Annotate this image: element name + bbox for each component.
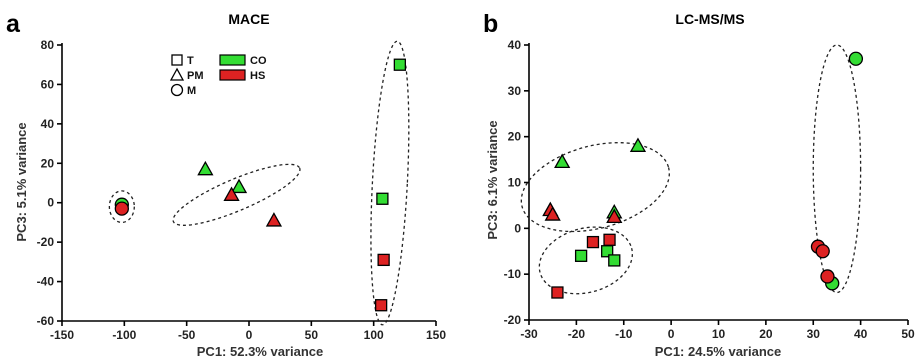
x-tick-label-a: -150 [50,328,74,342]
data-point-square-co [376,192,389,205]
x-tick-label-b: 50 [901,327,915,341]
x-tick-label-a: 100 [364,328,384,342]
y-tick-label-a: 80 [41,38,55,52]
legend-label-hs: HS [250,70,265,82]
y-tick-label-a: 40 [41,117,55,131]
y-tick-label-b: 40 [508,38,522,52]
cluster-ellipse [370,40,410,326]
axes-a: -150 -100 -50 0 50 100 150 -60 -40 -20 0 20 40 60 80 [37,38,447,342]
panel-letter-b: b [483,10,498,38]
x-tick-label-b: 10 [712,327,726,341]
legend: T PM M CO HS [169,54,267,97]
x-tick-label-b: -10 [615,327,633,341]
data-point-triangle-hs [544,206,561,221]
chart-title-lcmsms: LC-MS/MS [675,11,744,27]
x-axis-label-a: PC1: 52.3% variance [197,344,323,359]
cluster-ellipse [538,226,634,295]
y-tick-label-b: 0 [514,221,521,235]
data-point-triangle-hs [606,208,623,224]
data-point-circle-co [848,51,864,66]
cluster-ellipse [172,163,301,226]
x-tick-label-a: 0 [246,328,253,342]
legend-label-m: M [187,85,196,97]
data-point-circle-hs [820,269,835,284]
data-point-triangle-co [230,178,248,194]
data-point-circle-hs [114,201,129,216]
data-point-square-co [574,249,588,262]
data-point-triangle-hs [223,186,240,201]
data-point-triangle-co [197,160,214,176]
data-point-square-hs [603,233,616,246]
y-tick-label-b: 20 [508,130,522,144]
data-point-square-hs [586,235,600,249]
data-points-b [542,51,864,299]
panel-a-mace: a MACE PC1: 52.3% variance PC3: 5.1% var… [6,10,446,359]
data-points-a [114,58,406,312]
cluster-ellipses-b [520,44,862,295]
cluster-ellipse [108,190,135,224]
x-tick-label-a: 50 [305,328,319,342]
data-point-triangle-co [554,153,571,169]
panel-b-lcmsms: b LC-MS/MS PC1: 24.5% variance PC3: 6.1%… [483,10,915,359]
y-tick-label-a: 20 [41,156,55,170]
x-tick-label-b: 20 [759,327,773,341]
data-point-triangle-co [629,137,647,152]
y-tick-label-b: 30 [508,84,522,98]
legend-square-icon [171,54,183,66]
panel-letter-a: a [6,10,21,38]
y-axis-label-a: PC3: 5.1% variance [14,122,29,241]
data-point-square-hs [551,286,564,299]
legend-triangle-icon [169,67,185,81]
legend-label-co: CO [250,55,267,67]
legend-label-t: T [187,55,194,67]
cluster-ellipse [812,44,862,294]
legend-circle-icon [170,83,184,97]
chart-title-mace: MACE [228,11,269,27]
x-tick-label-a: -100 [112,328,136,342]
y-tick-label-a: -60 [37,314,55,328]
x-tick-label-a: 150 [426,328,446,342]
legend-swatch-co [219,54,246,66]
x-tick-label-a: -50 [178,328,196,342]
x-tick-label-b: -30 [520,327,538,341]
y-tick-label-a: 0 [47,196,54,210]
data-point-square-co [608,254,621,267]
y-tick-label-a: -40 [37,275,55,289]
y-axis-label-b: PC3: 6.1% variance [485,120,500,239]
legend-swatch-hs [219,69,246,81]
cluster-ellipses-a [108,40,410,326]
legend-label-pm: PM [187,70,204,82]
x-tick-label-b: 40 [854,327,868,341]
data-point-square-hs [374,299,388,312]
x-tick-label-b: 0 [668,327,675,341]
y-tick-label-b: 10 [508,176,522,190]
y-tick-label-a: -20 [37,235,55,249]
cluster-ellipse [520,142,670,233]
data-point-square-co [393,58,406,71]
y-tick-label-b: -20 [504,313,522,327]
data-point-square-hs [377,253,390,267]
data-point-triangle-hs [265,212,283,227]
y-tick-label-b: -10 [504,267,522,281]
x-axis-label-b: PC1: 24.5% variance [655,344,781,359]
x-tick-label-b: 30 [807,327,821,341]
y-tick-label-a: 60 [41,77,55,91]
x-tick-label-b: -20 [568,327,586,341]
data-point-circle-hs [815,244,830,259]
